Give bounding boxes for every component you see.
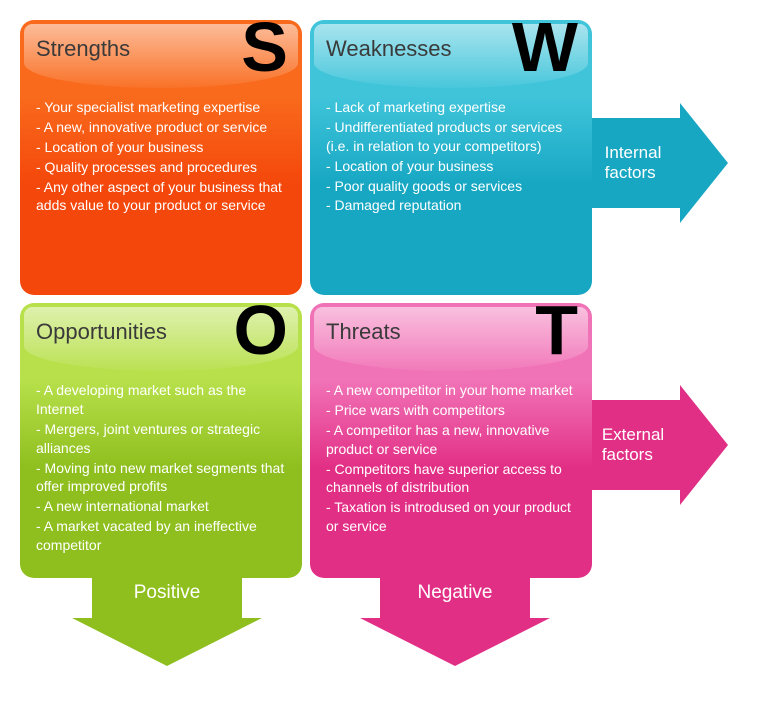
quadrant-opportunities: OpportunitiesO- A developing market such… [20, 303, 302, 578]
quadrant-weaknesses: WeaknessesW- Lack of marketing expertise… [310, 20, 592, 295]
list-item: - A new international market [36, 497, 286, 516]
quadrant-weaknesses-letter: W [512, 20, 578, 82]
swot-canvas: Internalfactors Externalfactors Positive Ne… [20, 20, 748, 705]
list-item: - Damaged reputation [326, 196, 576, 215]
list-item: - Quality processes and procedures [36, 158, 286, 177]
list-item: - Taxation is introdused on your product… [326, 498, 576, 536]
list-item: - Competitors have superior access to ch… [326, 460, 576, 498]
list-item: - Moving into new market segments that o… [36, 459, 286, 497]
list-item: - Mergers, joint ventures or strategic a… [36, 420, 286, 458]
arrow-external-label: Externalfactors [602, 425, 664, 464]
quadrant-weaknesses-items: - Lack of marketing expertise- Undiffere… [326, 98, 576, 215]
list-item: - A market vacated by an ineffective com… [36, 517, 286, 555]
list-item: - Location of your business [326, 157, 576, 176]
list-item: - A new, innovative product or service [36, 118, 286, 137]
quadrant-strengths: StrengthsS- Your specialist marketing ex… [20, 20, 302, 295]
quadrant-threats-items: - A new competitor in your home market- … [326, 381, 576, 536]
arrow-negative-label: Negative [418, 582, 493, 604]
list-item: - Poor quality goods or services [326, 177, 576, 196]
list-item: - A competitor has a new, innovative pro… [326, 421, 576, 459]
arrow-negative: Negative [380, 568, 530, 666]
list-item: - Lack of marketing expertise [326, 98, 576, 117]
quadrant-threats-letter: T [535, 303, 578, 365]
list-item: - Price wars with competitors [326, 401, 576, 420]
list-item: - Undifferentiated products or services … [326, 118, 576, 156]
quadrant-strengths-items: - Your specialist marketing expertise- A… [36, 98, 286, 215]
quadrant-strengths-letter: S [241, 20, 288, 82]
list-item: - A developing market such as the Intern… [36, 381, 286, 419]
list-item: - Your specialist marketing expertise [36, 98, 286, 117]
arrow-internal-label: Internalfactors [605, 143, 662, 182]
quadrant-opportunities-items: - A developing market such as the Intern… [36, 381, 286, 555]
arrow-internal: Internalfactors [580, 118, 728, 208]
arrow-positive: Positive [92, 568, 242, 666]
arrow-external: Externalfactors [580, 400, 728, 490]
list-item: - Any other aspect of your business that… [36, 178, 286, 216]
quadrant-opportunities-letter: O [234, 303, 288, 365]
quadrant-threats: ThreatsT- A new competitor in your home … [310, 303, 592, 578]
list-item: - Location of your business [36, 138, 286, 157]
arrow-positive-label: Positive [134, 582, 201, 604]
list-item: - A new competitor in your home market [326, 381, 576, 400]
